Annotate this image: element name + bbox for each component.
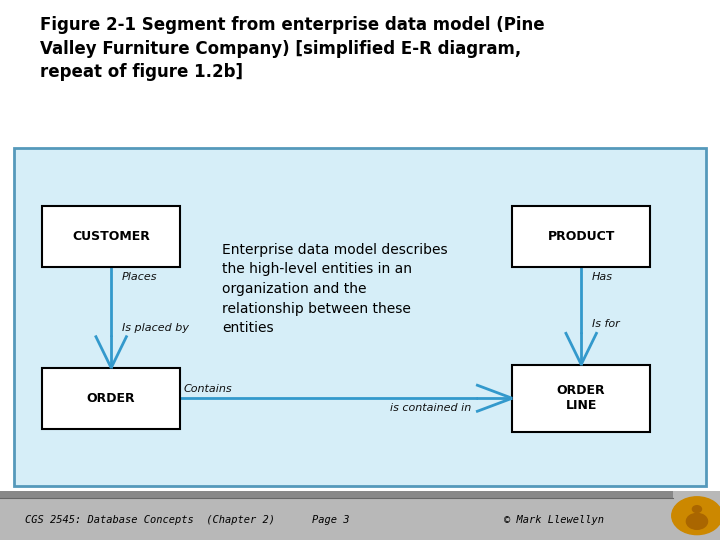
FancyBboxPatch shape <box>14 148 706 486</box>
Text: Is placed by: Is placed by <box>122 323 189 333</box>
Text: Places: Places <box>122 272 158 282</box>
Circle shape <box>686 514 708 529</box>
Text: Figure 2-1 Segment from enterprise data model (Pine
Valley Furniture Company) [s: Figure 2-1 Segment from enterprise data … <box>40 16 544 82</box>
Text: Page 3: Page 3 <box>312 515 350 524</box>
Circle shape <box>693 505 701 512</box>
Text: Enterprise data model describes
the high-level entities in an
organization and t: Enterprise data model describes the high… <box>222 243 447 335</box>
FancyBboxPatch shape <box>42 368 180 429</box>
Text: © Mark Llewellyn: © Mark Llewellyn <box>504 515 604 524</box>
Text: CGS 2545: Database Concepts  (Chapter 2): CGS 2545: Database Concepts (Chapter 2) <box>25 515 275 524</box>
Text: Has: Has <box>592 272 613 282</box>
Text: ORDER: ORDER <box>87 392 135 405</box>
Text: is contained in: is contained in <box>390 403 471 413</box>
FancyBboxPatch shape <box>0 491 673 498</box>
FancyBboxPatch shape <box>0 498 673 540</box>
FancyBboxPatch shape <box>42 206 180 267</box>
Text: CUSTOMER: CUSTOMER <box>72 230 150 243</box>
Text: Is for: Is for <box>592 319 620 329</box>
Text: Contains: Contains <box>184 384 233 394</box>
Text: ORDER
LINE: ORDER LINE <box>557 384 606 412</box>
FancyBboxPatch shape <box>512 206 650 267</box>
Circle shape <box>672 497 720 535</box>
Text: PRODUCT: PRODUCT <box>547 230 615 243</box>
FancyBboxPatch shape <box>673 491 720 540</box>
FancyBboxPatch shape <box>0 0 720 154</box>
FancyBboxPatch shape <box>512 364 650 432</box>
